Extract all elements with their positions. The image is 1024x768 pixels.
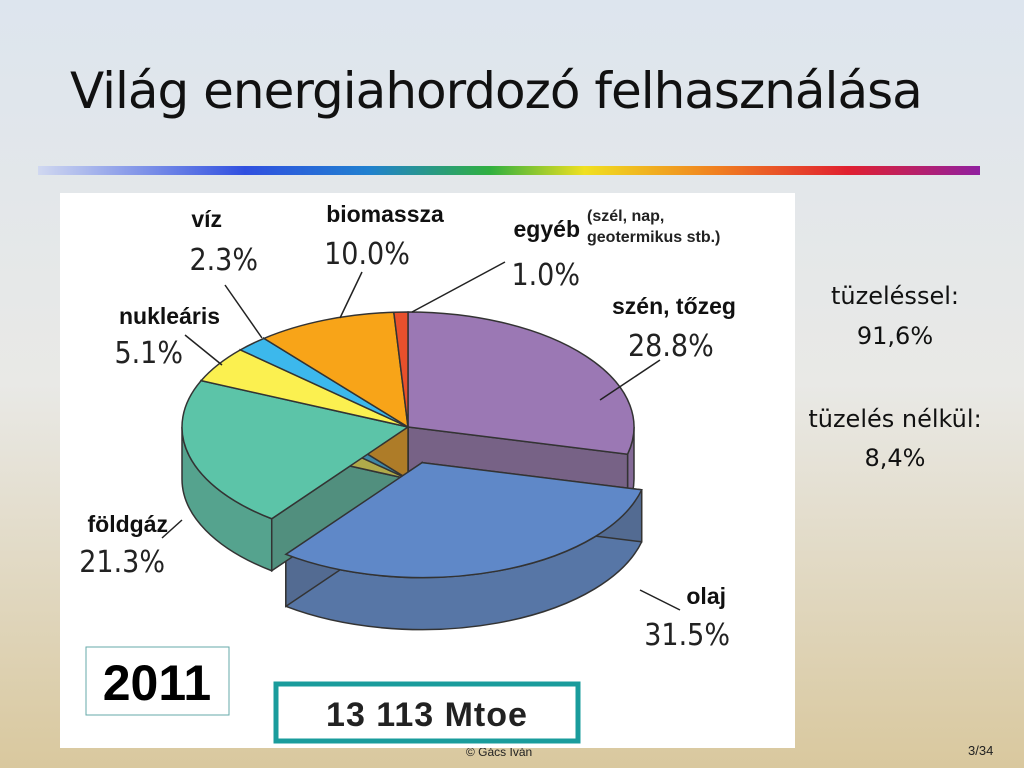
value-label: 5.1% (114, 336, 183, 371)
page-number: 3/34 (968, 743, 994, 758)
slice-tops (181, 311, 643, 579)
category-label: nukleáris (119, 303, 220, 329)
side-note: 91,6% (856, 322, 934, 350)
category-label: földgáz (88, 511, 169, 537)
category-label: víz (191, 206, 222, 232)
slice (392, 311, 409, 428)
side-note: tüzeléssel: (831, 282, 959, 310)
slice (262, 311, 409, 429)
slice (407, 311, 635, 456)
leader-line (161, 519, 183, 539)
value-label: 21.3% (79, 545, 165, 580)
value-label: 31.5% (644, 618, 730, 653)
labels: szén, tőzeg 28.8% olaj 31.5% földgáz 21.3% nuk… (79, 201, 736, 653)
year: 2011 (103, 655, 211, 711)
category-label: szén, tőzeg (612, 293, 736, 319)
note: geotermikus stb.) (587, 229, 720, 246)
category-label: olaj (686, 583, 726, 609)
slice (284, 461, 643, 579)
total-box (273, 681, 581, 744)
value-label: 2.3% (189, 243, 258, 278)
slice (181, 379, 410, 520)
category-label: egyéb (514, 216, 580, 242)
leader-line (339, 271, 363, 319)
side-note: 8,4% (864, 444, 926, 472)
leader-line (224, 284, 263, 339)
value-label: 28.8% (628, 329, 714, 364)
leader-line (599, 359, 661, 401)
category-label: biomassza (326, 201, 444, 227)
slide-title: Világ energiahordozó felhasználása (70, 62, 923, 120)
value-label: 10.0% (324, 237, 410, 272)
value-label: 1.0% (511, 258, 580, 293)
total: 13 113 Mtoe (326, 696, 528, 734)
year-box (85, 646, 230, 716)
footer: © Gács Iván (466, 745, 533, 759)
leader-line (411, 261, 506, 313)
side-note: tüzelés nélkül: (808, 405, 982, 433)
leader-line (639, 589, 681, 611)
rainbow-rule (38, 166, 980, 175)
leader-line (184, 334, 223, 366)
note: (szél, nap, (587, 208, 664, 225)
